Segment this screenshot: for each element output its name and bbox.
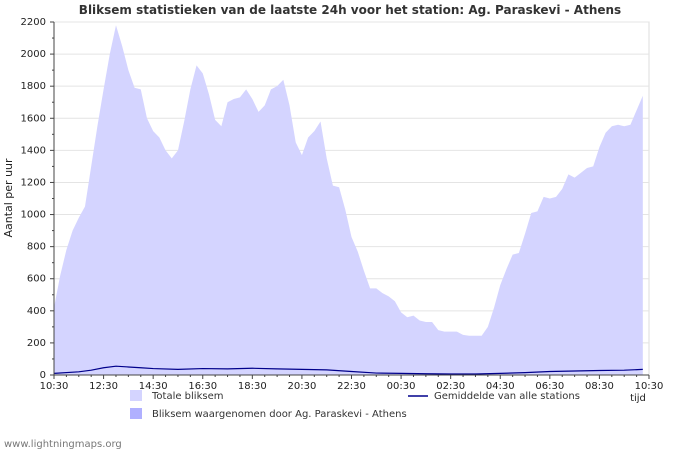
axes (50, 21, 650, 379)
series-area-1 (54, 25, 643, 375)
x-tick-label: 02:30 (436, 381, 465, 392)
x-tick-label: 22:30 (337, 381, 366, 392)
x-tick-label: 06:30 (535, 381, 564, 392)
y-tick-label: 1800 (21, 81, 46, 92)
x-tick-label: 12:30 (89, 381, 118, 392)
legend-label-2: Bliksem waargenomen door Ag. Paraskevi -… (152, 409, 407, 420)
x-tick-label: 10:30 (635, 381, 664, 392)
x-tick-label: 16:30 (188, 381, 217, 392)
y-tick-label: 600 (27, 274, 46, 285)
x-tick-label: 10:30 (40, 381, 69, 392)
chart-title: Bliksem statistieken van de laatste 24h … (79, 3, 621, 17)
x-tick-label: 08:30 (585, 381, 614, 392)
y-tick-label: 2000 (21, 49, 46, 60)
x-axis-ticks: 10:30 12:30 14:30 16:30 18:30 20:30 22:30 00:30… (40, 381, 664, 392)
y-tick-label: 400 (27, 306, 46, 317)
y-axis-ticks: 0 200 400 600 800 1000 1200 1400 1600 1800 2000 220… (21, 17, 46, 381)
series-line-average (53, 365, 643, 375)
x-tick-label: 00:30 (387, 381, 416, 392)
y-tick-label: 800 (27, 242, 46, 253)
x-tick-label: 14:30 (139, 381, 168, 392)
x-tick-label: 20:30 (288, 381, 317, 392)
x-axis-label: tijd (630, 393, 646, 404)
footer-credit: www.lightningmaps.org (4, 439, 122, 450)
legend: Totale bliksem Bliksem waargenomen door A… (130, 390, 580, 420)
legend-swatch-2 (130, 408, 142, 419)
legend-swatch-1 (130, 390, 142, 401)
y-tick-label: 1400 (21, 145, 46, 156)
y-axis-label: Aantal per uur (2, 158, 15, 238)
legend-label-3: Gemiddelde van alle stations (434, 391, 580, 402)
y-tick-label: 2200 (21, 17, 46, 28)
y-tick-label: 1000 (21, 210, 46, 221)
series-layer (53, 25, 643, 375)
x-tick-label: 04:30 (486, 381, 515, 392)
y-tick-label: 1600 (21, 113, 46, 124)
y-tick-label: 0 (40, 370, 46, 381)
legend-label-1: Totale bliksem (151, 391, 223, 402)
y-tick-label: 200 (27, 338, 46, 349)
y-tick-label: 1200 (21, 177, 46, 188)
x-tick-label: 18:30 (238, 381, 267, 392)
